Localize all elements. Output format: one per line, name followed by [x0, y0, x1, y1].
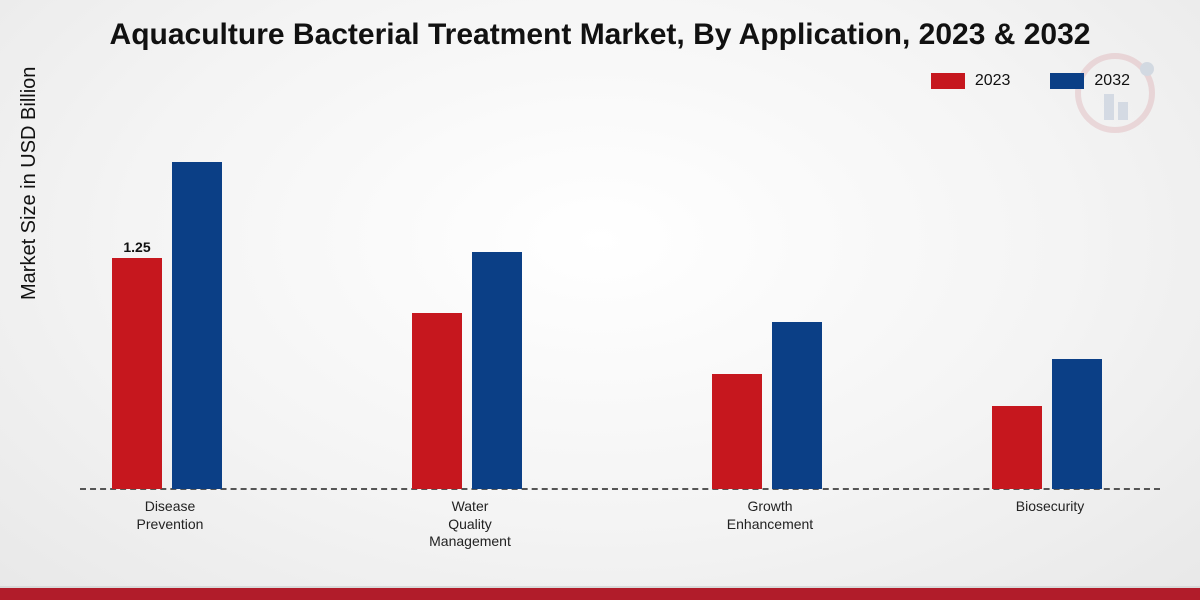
- x-label-0: DiseasePrevention: [90, 498, 250, 533]
- bar-value-label: 1.25: [107, 239, 167, 255]
- legend-label-2023: 2023: [975, 72, 1011, 90]
- bar-2032-growth-enhancement: [772, 322, 822, 489]
- chart-page: { "chart": { "type": "bar", "title": "Aq…: [0, 0, 1200, 600]
- chart-title: Aquaculture Bacterial Treatment Market, …: [0, 18, 1200, 52]
- legend-swatch-2032: [1050, 73, 1084, 89]
- x-label-3: Biosecurity: [970, 498, 1130, 516]
- x-label-1: WaterQualityManagement: [390, 498, 550, 551]
- bar-2023-growth-enhancement: [712, 374, 762, 489]
- bar-2023-disease-prevention: [112, 258, 162, 489]
- y-axis-label: Market Size in USD Billion: [18, 67, 41, 300]
- bar-2023-water-quality: [412, 313, 462, 489]
- legend-swatch-2023: [931, 73, 965, 89]
- legend-item-2032: 2032: [1050, 72, 1130, 90]
- legend-label-2032: 2032: [1094, 72, 1130, 90]
- plot-area: 1.25: [80, 120, 1160, 490]
- x-label-2: GrowthEnhancement: [690, 498, 850, 533]
- footer-bar: [0, 588, 1200, 600]
- x-axis-labels: DiseasePrevention WaterQualityManagement…: [80, 492, 1160, 552]
- bar-2023-biosecurity: [992, 406, 1042, 489]
- legend-item-2023: 2023: [931, 72, 1011, 90]
- bar-2032-disease-prevention: [172, 162, 222, 489]
- bar-2032-biosecurity: [1052, 359, 1102, 489]
- bar-2032-water-quality: [472, 252, 522, 489]
- legend: 2023 2032: [931, 72, 1130, 90]
